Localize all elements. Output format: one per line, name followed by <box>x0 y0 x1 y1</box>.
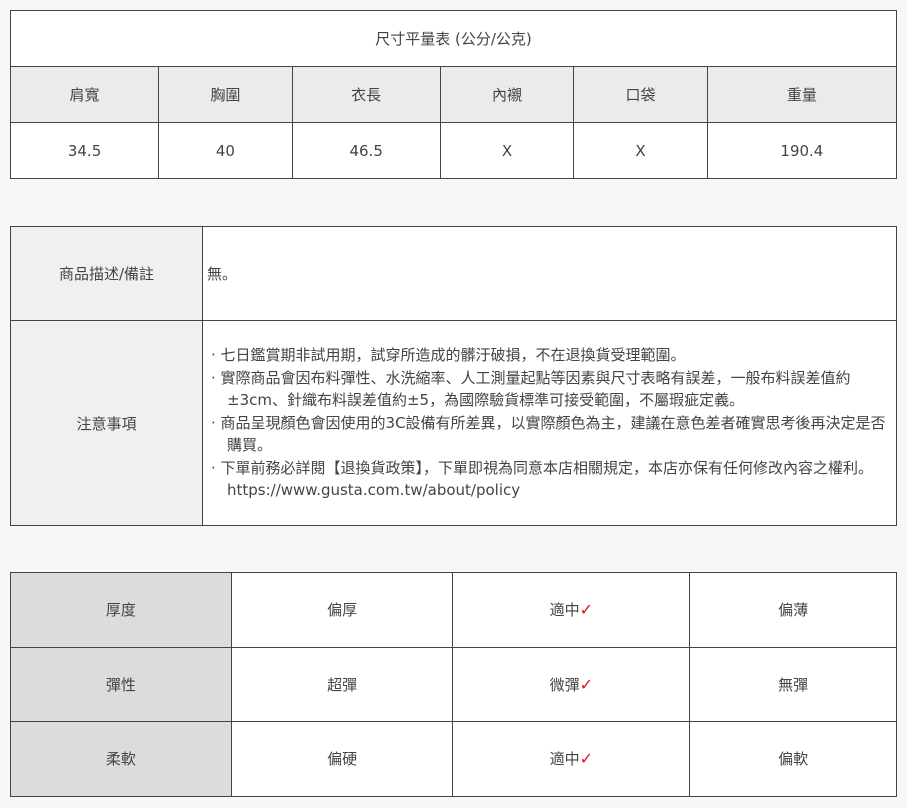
check-icon: ✓ <box>579 749 594 769</box>
feel-row: 彈性 超彈 微彈✓ 無彈 <box>10 646 897 722</box>
option-text: 適中 <box>549 750 580 769</box>
feel-row: 厚度 偏厚 適中✓ 偏薄 <box>10 572 897 648</box>
header-cell: 口袋 <box>573 66 708 123</box>
feel-option: 微彈✓ <box>452 646 691 722</box>
option-text: 偏軟 <box>778 750 809 769</box>
feel-row: 柔軟 偏硬 適中✓ 偏軟 <box>10 721 897 797</box>
option-text: 無彈 <box>778 675 809 694</box>
feel-option: 適中✓ <box>452 572 691 648</box>
feel-option: 偏硬 <box>230 721 454 797</box>
value-cell: 46.5 <box>291 122 441 179</box>
feel-label: 柔軟 <box>10 721 232 797</box>
size-table-title: 尺寸平量表 (公分/公克) <box>10 10 897 67</box>
notes-label: 注意事項 <box>10 320 203 526</box>
feel-option: 偏軟 <box>689 721 897 797</box>
header-cell: 肩寬 <box>9 66 160 123</box>
check-icon: ✓ <box>579 600 594 620</box>
option-text: 偏薄 <box>778 601 809 620</box>
option-text: 超彈 <box>327 675 358 694</box>
value-cell: X <box>439 122 575 179</box>
option-text: 偏硬 <box>327 750 358 769</box>
feel-option: 無彈 <box>689 646 897 722</box>
value-cell: X <box>573 122 708 179</box>
notes-list: · 七日鑑賞期非試用期，試穿所造成的髒汙破損，不在退換貨受理範圍。 · 實際商品… <box>207 336 896 510</box>
description-value: 無。 <box>202 226 897 321</box>
header-cell: 內襯 <box>439 66 575 123</box>
note-item: · 下單前務必詳閱【退換貨政策】，下單即視為同意本店相關規定，本店亦保有任何修改… <box>211 458 874 500</box>
value-cell: 190.4 <box>706 122 898 179</box>
feel-option: 適中✓ <box>452 721 691 797</box>
option-text: 微彈 <box>549 675 580 694</box>
check-icon: ✓ <box>579 674 594 694</box>
info-table: 商品描述/備註 無。 注意事項 · 七日鑑賞期非試用期，試穿所造成的髒汙破損，不… <box>10 226 897 526</box>
feel-label: 厚度 <box>10 572 232 648</box>
header-cell: 重量 <box>706 66 898 123</box>
fabric-feel-table: 厚度 偏厚 適中✓ 偏薄 彈性 超彈 微彈✓ 無彈 柔軟 偏硬 適中✓ 偏軟 <box>10 572 897 797</box>
description-label: 商品描述/備註 <box>10 226 203 321</box>
feel-option: 偏薄 <box>689 572 897 648</box>
header-cell: 胸圍 <box>158 66 293 123</box>
notes-cell: · 七日鑑賞期非試用期，試穿所造成的髒汙破損，不在退換貨受理範圍。 · 實際商品… <box>202 320 897 526</box>
note-item: · 實際商品會因布料彈性、水洗縮率、人工測量起點等因素與尺寸表略有誤差，一般布料… <box>211 368 851 410</box>
note-item: · 商品呈現顏色會因使用的3C設備有所差異，以實際顏色為主，建議在意色差者確實思… <box>211 413 886 455</box>
size-header-row: 肩寬 胸圍 衣長 內襯 口袋 重量 <box>9 66 898 123</box>
option-text: 偏厚 <box>327 601 358 620</box>
value-cell: 34.5 <box>9 122 160 179</box>
option-text: 適中 <box>549 601 580 620</box>
feel-option: 偏厚 <box>230 572 454 648</box>
note-item: · 七日鑑賞期非試用期，試穿所造成的髒汙破損，不在退換貨受理範圍。 <box>211 346 686 365</box>
size-value-row: 34.5 40 46.5 X X 190.4 <box>9 122 898 179</box>
feel-option: 超彈 <box>230 646 454 722</box>
feel-label: 彈性 <box>10 646 232 722</box>
size-table: 尺寸平量表 (公分/公克) 肩寬 胸圍 衣長 內襯 口袋 重量 34.5 40 … <box>9 10 898 179</box>
header-cell: 衣長 <box>291 66 441 123</box>
value-cell: 40 <box>158 122 293 179</box>
